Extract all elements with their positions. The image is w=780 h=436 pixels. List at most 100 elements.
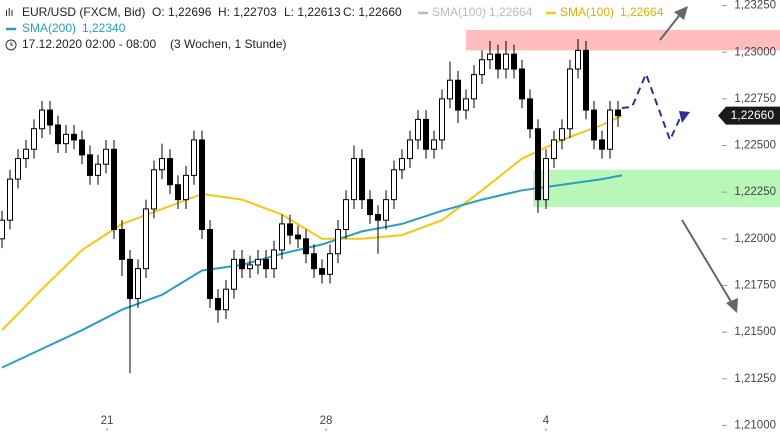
candle-body: [0, 219, 5, 240]
y-tick-label: 1,23000: [734, 46, 776, 58]
y-tick-label: 1,21250: [734, 373, 776, 385]
candle-body: [423, 118, 429, 150]
candle-body: [303, 238, 309, 255]
candle-body: [391, 169, 397, 201]
candle-body: [255, 258, 261, 266]
candle-body: [383, 199, 389, 221]
zones: [466, 29, 780, 208]
y-tick-label: 1,22750: [734, 93, 776, 105]
clock-icon: [5, 39, 17, 51]
candle-body: [503, 53, 509, 70]
candle-body: [103, 148, 109, 165]
last-price-label: 1,22660: [731, 108, 775, 122]
candle-body: [15, 158, 21, 180]
y-tick-label: 1,22250: [734, 186, 776, 198]
y-tick-label: 1,22000: [734, 233, 776, 245]
arrow-down-head: [726, 298, 738, 313]
legend-sma200: SMA(200): [22, 21, 76, 35]
candle-body: [207, 228, 213, 300]
candle-body: [471, 74, 477, 100]
candle-body: [439, 98, 445, 141]
candle-body: [151, 169, 157, 210]
candle-body: [39, 109, 45, 130]
candle-body: [223, 288, 229, 311]
candle-body: [119, 228, 125, 260]
candle-body: [263, 258, 269, 270]
candle-body: [327, 253, 333, 275]
candle-body: [559, 128, 565, 141]
candle-body: [567, 68, 573, 130]
candle-body: [7, 178, 13, 221]
candle-body: [535, 128, 541, 201]
projection: [621, 6, 738, 313]
span: (3 Wochen, 1 Stunde): [170, 37, 287, 51]
candle-body: [135, 268, 141, 300]
candle-body: [583, 49, 589, 111]
candle-body: [295, 234, 301, 240]
candle-body: [527, 98, 533, 130]
candle-body: [399, 158, 405, 171]
candle-body: [95, 163, 101, 176]
candle-body: [351, 158, 357, 201]
candle-body: [607, 109, 613, 150]
x-tick-label: 21: [101, 415, 114, 427]
candle-body: [615, 109, 621, 117]
candle-body: [239, 258, 245, 270]
candle-body: [487, 53, 493, 61]
header: ılı EUR/USD (FXCM, Bid) O: 1,22696 H: 1,…: [5, 5, 664, 51]
candle-body: [287, 223, 293, 236]
candle-body: [175, 184, 181, 201]
candle-body: [23, 148, 29, 160]
ohlc-close: C: 1,22660: [343, 5, 402, 19]
chart-icon: ılı: [5, 7, 14, 19]
candle-body: [143, 208, 149, 270]
projection-path: [621, 71, 681, 143]
legend-sma-gray: SMA(100): [432, 5, 486, 19]
ohlc-low: L: 1,22613: [284, 5, 341, 19]
candle-body: [367, 199, 373, 216]
candle-body: [63, 133, 69, 145]
candle-body: [455, 79, 461, 111]
candle-body: [183, 174, 189, 201]
y-tick-label: 1,22500: [734, 140, 776, 152]
axes: 1,23250 1,23000 1,22750 1,22500 1,22250 1,220…: [101, 0, 780, 431]
last-price-box: [718, 106, 780, 125]
candle-body: [55, 124, 61, 145]
candle-body: [279, 223, 285, 251]
candle-body: [271, 249, 277, 270]
legend-sma200-value: 1,22340: [82, 21, 126, 35]
ohlc-high: H: 1,22703: [218, 5, 277, 19]
candle-body: [543, 158, 549, 201]
candle-body: [519, 68, 525, 100]
arrow-up-head: [674, 6, 688, 20]
candle-body: [591, 109, 597, 141]
candle-body: [575, 49, 581, 70]
legend-sma-gray-value: 1,22664: [489, 5, 533, 19]
candle-body: [463, 98, 469, 111]
zone: [533, 169, 780, 208]
candle-body: [71, 133, 77, 141]
zone: [466, 29, 780, 51]
candle-body: [231, 258, 237, 290]
candle-body: [431, 139, 437, 150]
sma-line: [1, 174, 623, 369]
candle-body: [167, 158, 173, 186]
candle-body: [319, 268, 325, 275]
period: 17.12.2020 02:00 - 08:00: [22, 37, 156, 51]
candle-body: [191, 139, 197, 176]
candle-body: [447, 79, 453, 100]
candle-body: [343, 199, 349, 230]
candle-body: [79, 139, 85, 156]
candle-body: [87, 154, 93, 176]
y-tick-label: 1,21500: [734, 326, 776, 338]
candle-body: [599, 139, 605, 150]
candles: [0, 39, 621, 374]
candle-body: [247, 264, 253, 270]
candle-body: [111, 148, 117, 230]
arrow-up: [659, 11, 683, 41]
candle-body: [215, 298, 221, 311]
x-tick-label: 28: [320, 415, 333, 427]
symbol: EUR/USD (FXCM, Bid): [22, 5, 145, 19]
candle-body: [127, 258, 133, 300]
moving-averages: [1, 114, 623, 369]
